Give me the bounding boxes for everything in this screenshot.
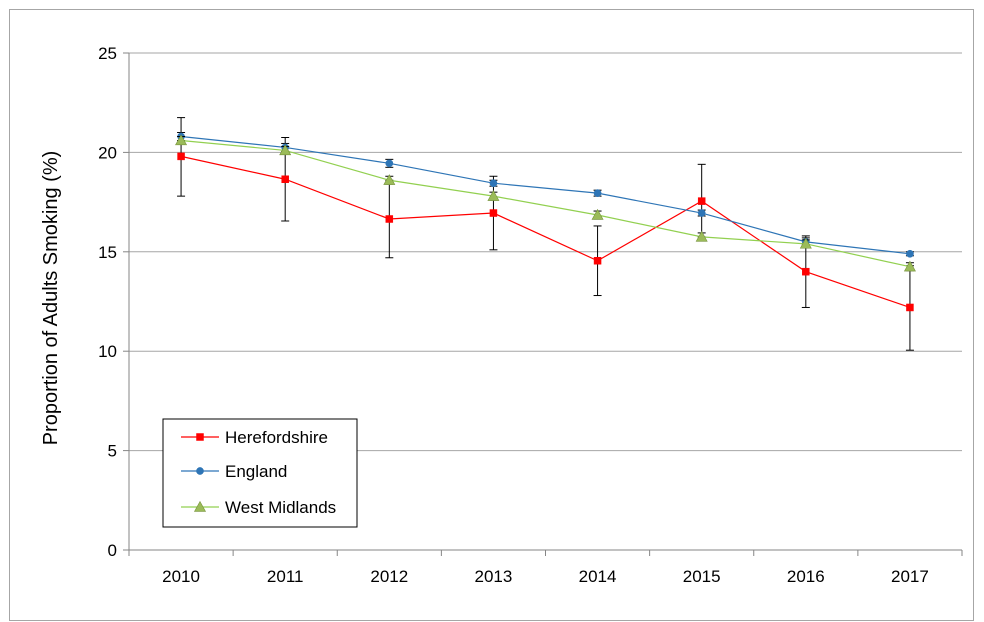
data-point-herefordshire [593, 256, 602, 265]
data-point-herefordshire [697, 197, 706, 205]
legend-label-west-midlands: West Midlands [225, 498, 336, 517]
data-point-west-midlands [591, 208, 604, 220]
y-tick-label: 10 [98, 342, 117, 361]
axes [123, 52, 963, 556]
x-tick-label: 2016 [787, 567, 825, 586]
data-point-west-midlands [487, 190, 500, 201]
legend-marker-west-midlands [193, 500, 207, 512]
series-group [175, 117, 916, 351]
series-line-herefordshire [180, 155, 911, 309]
x-tick-label: 2010 [162, 567, 200, 586]
y-tick-label: 25 [98, 44, 117, 63]
data-point-england [593, 189, 602, 198]
x-tick-label: 2014 [579, 567, 617, 586]
data-point-herefordshire [802, 267, 810, 276]
data-point-west-midlands [903, 260, 916, 272]
data-point-herefordshire [177, 152, 185, 161]
data-point-herefordshire [906, 303, 914, 312]
x-tick-label: 2017 [891, 567, 929, 586]
x-tick-label: 2012 [370, 567, 408, 586]
legend-marker-herefordshire [196, 433, 204, 441]
series-line-west-midlands [181, 139, 911, 268]
data-point-england [489, 179, 498, 188]
series-west-midlands [175, 134, 916, 272]
legend-label-herefordshire: Herefordshire [225, 428, 328, 447]
series-line-england [180, 135, 911, 255]
x-tick-label: 2011 [267, 567, 304, 586]
data-point-west-midlands [383, 174, 396, 185]
data-point-west-midlands [279, 144, 292, 156]
data-point-west-midlands [695, 230, 708, 242]
x-tick-label: 2015 [683, 567, 721, 586]
y-tick-label: 5 [108, 442, 117, 461]
legend-label-england: England [225, 462, 287, 481]
y-tick-label: 0 [108, 541, 117, 560]
data-point-england [697, 209, 706, 217]
y-axis-title: Proportion of Adults Smoking (%) [40, 151, 62, 446]
legend: Herefordshire England West Midlands [162, 418, 358, 528]
y-tick-labels: 0 5 10 15 20 25 [98, 44, 117, 560]
x-tick-label: 2013 [475, 567, 513, 586]
x-tick-labels: 2010 2011 2012 2013 2014 2015 2016 2017 [162, 567, 929, 586]
data-point-west-midlands [175, 134, 188, 146]
data-point-herefordshire [385, 215, 394, 223]
data-point-west-midlands [799, 237, 812, 249]
y-tick-label: 20 [98, 143, 117, 162]
gridlines [129, 52, 962, 452]
legend-marker-england [196, 467, 204, 475]
data-point-herefordshire [489, 209, 498, 217]
y-tick-label: 15 [98, 243, 117, 262]
data-point-england [385, 159, 394, 168]
data-point-herefordshire [281, 175, 289, 183]
data-point-england [906, 249, 914, 258]
